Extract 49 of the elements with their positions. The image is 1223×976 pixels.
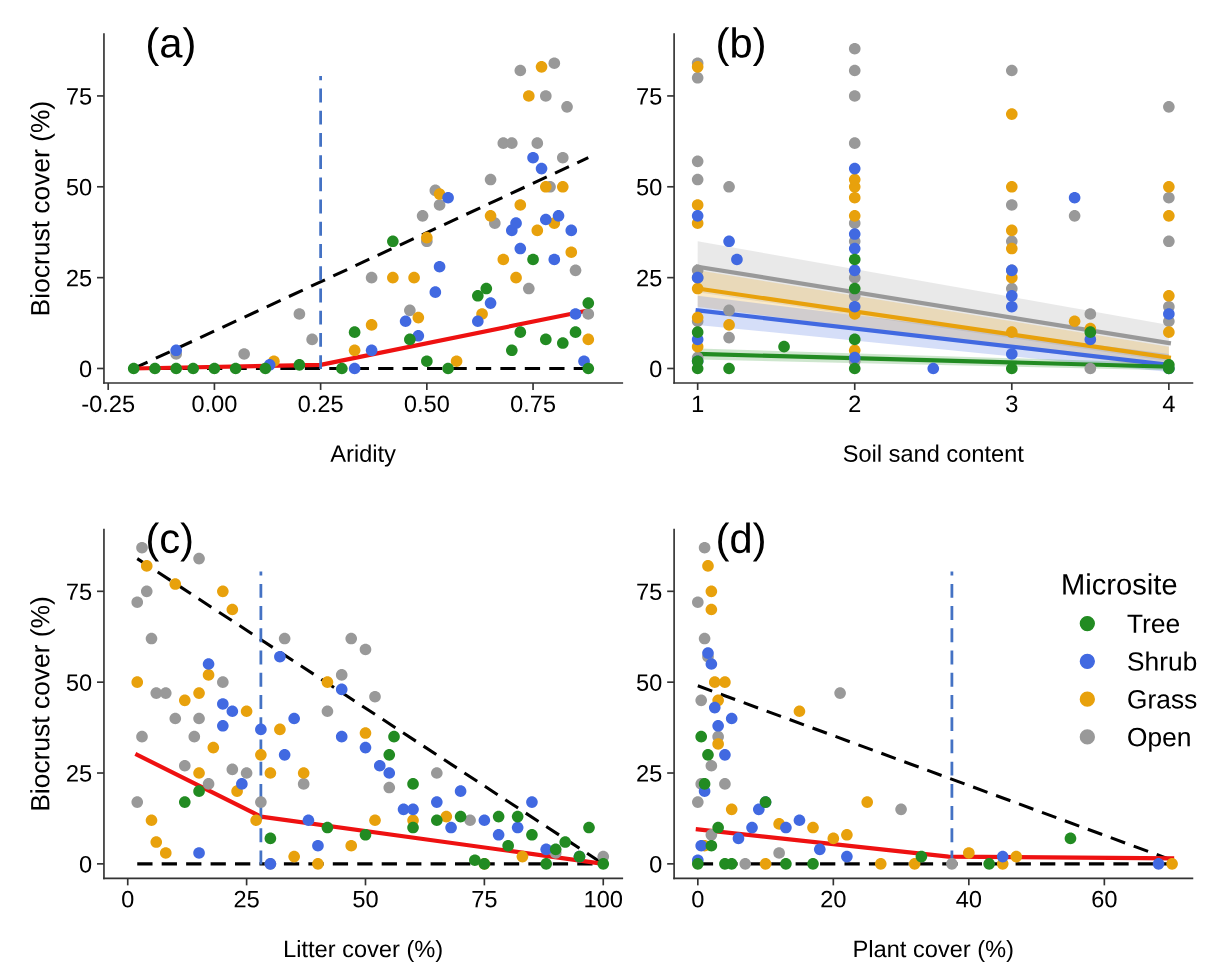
x-tick-label: 20: [821, 890, 846, 908]
chart-title: (d): [718, 522, 764, 562]
y-tick-label: 75: [637, 88, 662, 105]
x-tick-label: 4: [1162, 395, 1175, 412]
y-tick-label: 25: [637, 765, 662, 782]
x-axis-title: Aridity: [330, 444, 396, 467]
x-tick-label: 2: [849, 395, 861, 412]
chart-title: (a): [148, 27, 194, 66]
y-tick-label: 50: [66, 178, 92, 196]
legend-title: Microsite: [1063, 573, 1177, 595]
x-tick-label: 100: [585, 890, 623, 908]
y-tick-label: 25: [67, 765, 92, 782]
y-tick-label: 75: [637, 583, 662, 601]
y-tick-label: 50: [66, 674, 92, 691]
x-tick-label: 3: [1006, 395, 1018, 413]
y-tick-label: 0: [79, 855, 92, 873]
y-tick-label: 25: [67, 269, 92, 287]
x-tick-label: 75: [472, 891, 497, 908]
legend-label: Grass: [1128, 689, 1197, 709]
y-tick-label: 50: [636, 178, 662, 196]
y-tick-label: 75: [67, 583, 92, 601]
x-tick-label: 0.50: [404, 395, 449, 413]
y-axis-title: Biocrust cover (%): [30, 597, 55, 810]
legend-label: Tree: [1127, 614, 1180, 634]
y-tick-label: 0: [79, 360, 92, 378]
legend-label: Shrub: [1128, 651, 1197, 671]
x-tick-label: 40: [956, 890, 982, 908]
chart-title: (c): [148, 522, 192, 562]
chart-title: (b): [718, 27, 764, 66]
x-tick-label: -0.25: [82, 395, 135, 413]
x-tick-label: 0.00: [192, 395, 237, 413]
x-tick-label: 60: [1092, 890, 1117, 908]
x-tick-label: 25: [234, 890, 259, 908]
x-tick-label: 0: [122, 890, 134, 908]
x-axis-title: Litter cover (%): [285, 939, 442, 962]
y-tick-label: 0: [650, 855, 662, 873]
x-tick-label: 0.75: [511, 395, 556, 413]
x-tick-label: 0: [692, 890, 704, 908]
x-tick-label: 0.25: [298, 395, 343, 413]
y-tick-label: 25: [637, 269, 662, 287]
x-tick-label: 50: [353, 890, 378, 908]
y-tick-label: 50: [636, 674, 662, 691]
y-axis-title: Biocrust cover (%): [30, 102, 55, 315]
x-axis-title: Plant cover (%): [854, 939, 1013, 962]
legend-label: Open: [1128, 727, 1190, 752]
x-axis-title: Soil sand content: [843, 444, 1024, 462]
y-tick-label: 0: [650, 360, 662, 378]
x-tick-label: 1: [692, 395, 704, 412]
y-tick-label: 75: [67, 88, 92, 105]
